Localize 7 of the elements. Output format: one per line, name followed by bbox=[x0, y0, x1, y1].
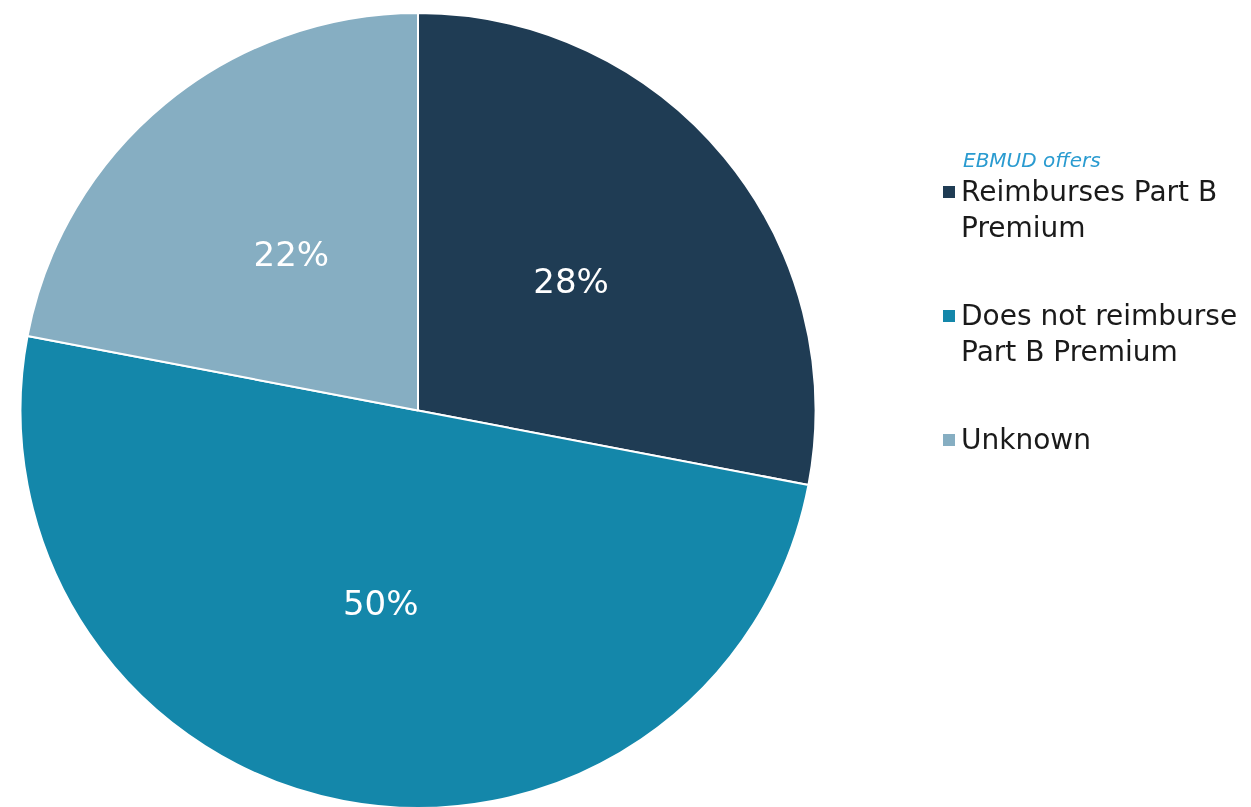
legend-label: Does not reimburse Part B Premium bbox=[961, 298, 1239, 370]
legend-label: Reimburses Part B Premium bbox=[961, 174, 1219, 246]
legend-title: EBMUD offers bbox=[963, 148, 1102, 172]
legend-label: Unknown bbox=[961, 422, 1091, 458]
data-label: 28% bbox=[533, 260, 609, 301]
data-label: 50% bbox=[342, 582, 419, 623]
data-label: 22% bbox=[253, 234, 330, 275]
